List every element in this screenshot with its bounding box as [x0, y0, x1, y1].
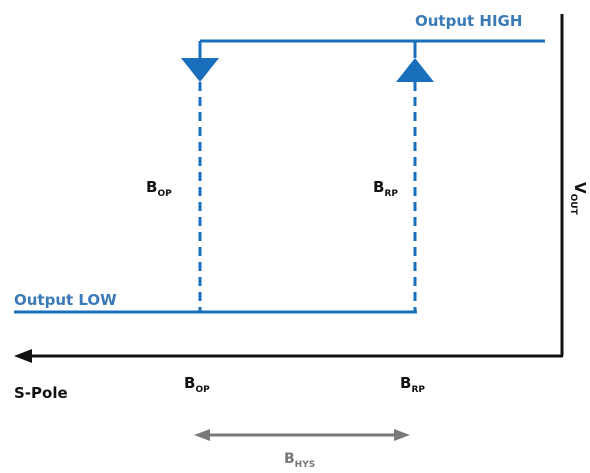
up-arrow-icon — [396, 58, 434, 82]
down-arrow-icon — [181, 58, 219, 82]
output-low-label: Output LOW — [14, 291, 117, 309]
bop-curve-label: BOP — [146, 178, 172, 199]
s-pole-label: S-Pole — [14, 384, 68, 402]
hysteresis-left-arrow-icon — [194, 429, 210, 441]
vout-label: VOUT — [568, 182, 589, 216]
bhys-label: BHYS — [284, 451, 315, 470]
x-axis-arrow-icon — [14, 349, 32, 363]
hysteresis-right-arrow-icon — [394, 429, 410, 441]
brp-axis-label: BRP — [400, 374, 425, 395]
output-high-label: Output HIGH — [415, 12, 522, 30]
brp-curve-label: BRP — [373, 178, 398, 199]
bop-axis-label: BOP — [184, 374, 210, 395]
